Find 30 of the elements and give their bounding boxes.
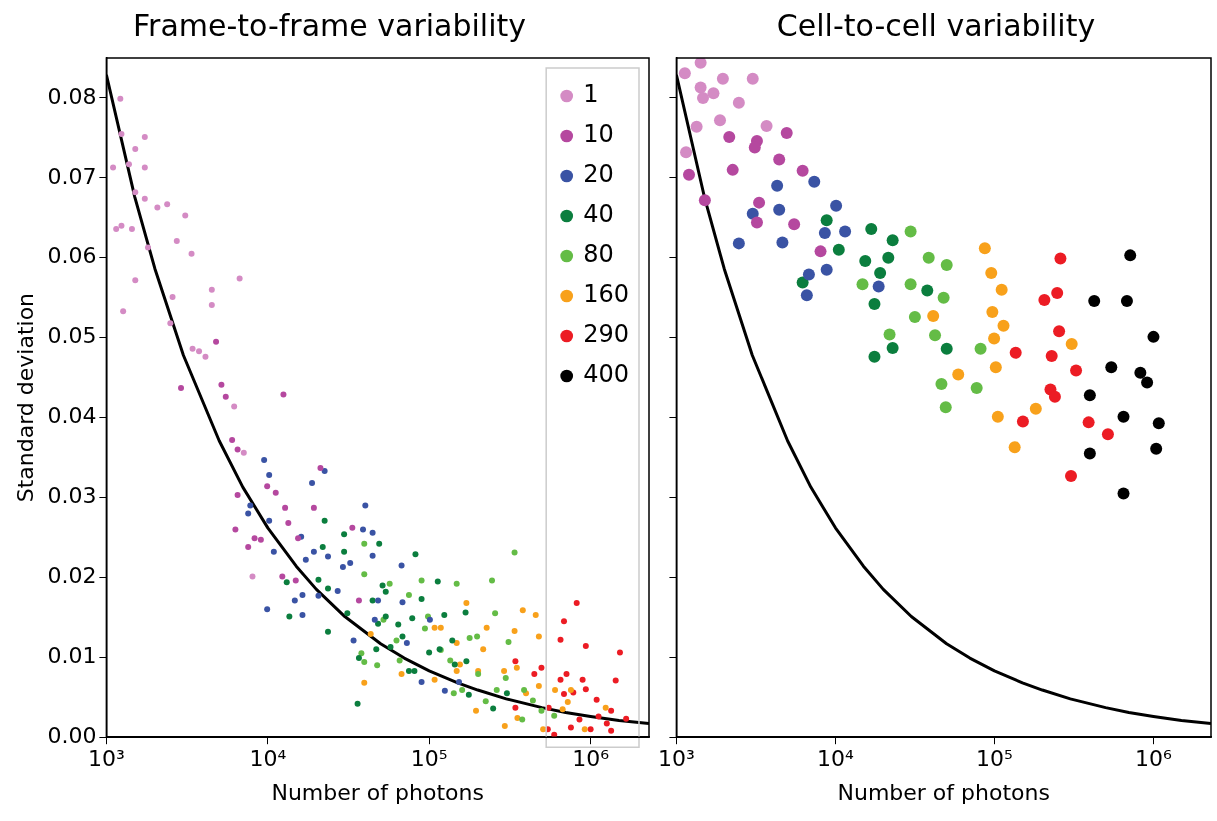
legend-label: 400 — [583, 360, 629, 389]
y-tick-label: 0.02 — [47, 563, 97, 589]
x-tick-label: 10³ — [87, 746, 125, 772]
legend-label: 1 — [583, 80, 599, 109]
x-tick-label: 10⁶ — [1135, 746, 1173, 772]
y-tick-label: 0.06 — [47, 243, 97, 269]
y-tick-label: 0.01 — [47, 643, 97, 669]
y-tick-label: 0.07 — [47, 163, 97, 189]
x-tick-label: 10³ — [657, 746, 695, 772]
y-tick-label: 0.04 — [47, 403, 97, 429]
x-tick-label: 10⁴ — [249, 746, 287, 772]
x-tick-label: 10⁴ — [817, 746, 855, 772]
y-tick-label: 0.05 — [47, 323, 97, 349]
legend-label: 80 — [583, 240, 614, 269]
legend-label: 290 — [583, 320, 629, 349]
legend-label: 10 — [583, 120, 614, 149]
x-axis-title: Number of photons — [837, 779, 1050, 805]
x-tick-label: 10⁶ — [572, 746, 610, 772]
x-tick-label: 10⁵ — [410, 746, 448, 772]
chart-title: Frame-to-frame variability — [132, 7, 527, 43]
y-tick-label: 0.03 — [47, 483, 97, 509]
y-tick-label: 0.00 — [47, 722, 97, 748]
y-axis-title: Standard deviation — [12, 292, 38, 503]
chart-title: Cell-to-cell variability — [776, 7, 1096, 43]
x-axis-title: Number of photons — [271, 779, 484, 805]
legend-label: 160 — [583, 280, 629, 309]
legend-label: 20 — [583, 160, 614, 189]
y-tick-label: 0.08 — [47, 83, 97, 109]
legend-label: 40 — [583, 200, 614, 229]
x-tick-label: 10⁵ — [976, 746, 1013, 772]
